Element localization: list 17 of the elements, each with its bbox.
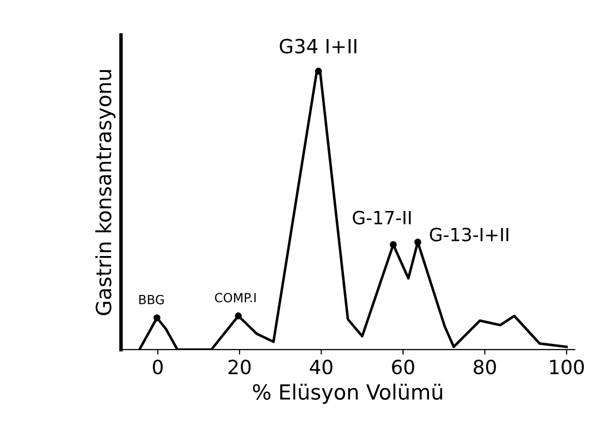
x-tick-label: 0 (152, 360, 163, 374)
x-tick-label: 20 (228, 360, 251, 374)
x-axis-title: % Elüsyon Volümü (252, 384, 442, 404)
annotation: BBG (139, 294, 164, 304)
x-tick-label: 40 (310, 360, 332, 374)
annotation: G-13-I+II (430, 228, 508, 242)
y-axis-title: Gastrin konsantrasyonu (95, 70, 116, 316)
point (414, 238, 422, 246)
x-tick-label: 60 (392, 360, 414, 374)
annotation: COMP.I (214, 292, 256, 302)
annotation: G34 I+II (280, 38, 356, 54)
x-tick-label: 100 (550, 360, 584, 374)
point (390, 241, 397, 248)
point (154, 314, 160, 322)
x-tick-label: 80 (474, 360, 496, 374)
point (234, 312, 242, 320)
annotation: G-17-II (352, 210, 411, 224)
